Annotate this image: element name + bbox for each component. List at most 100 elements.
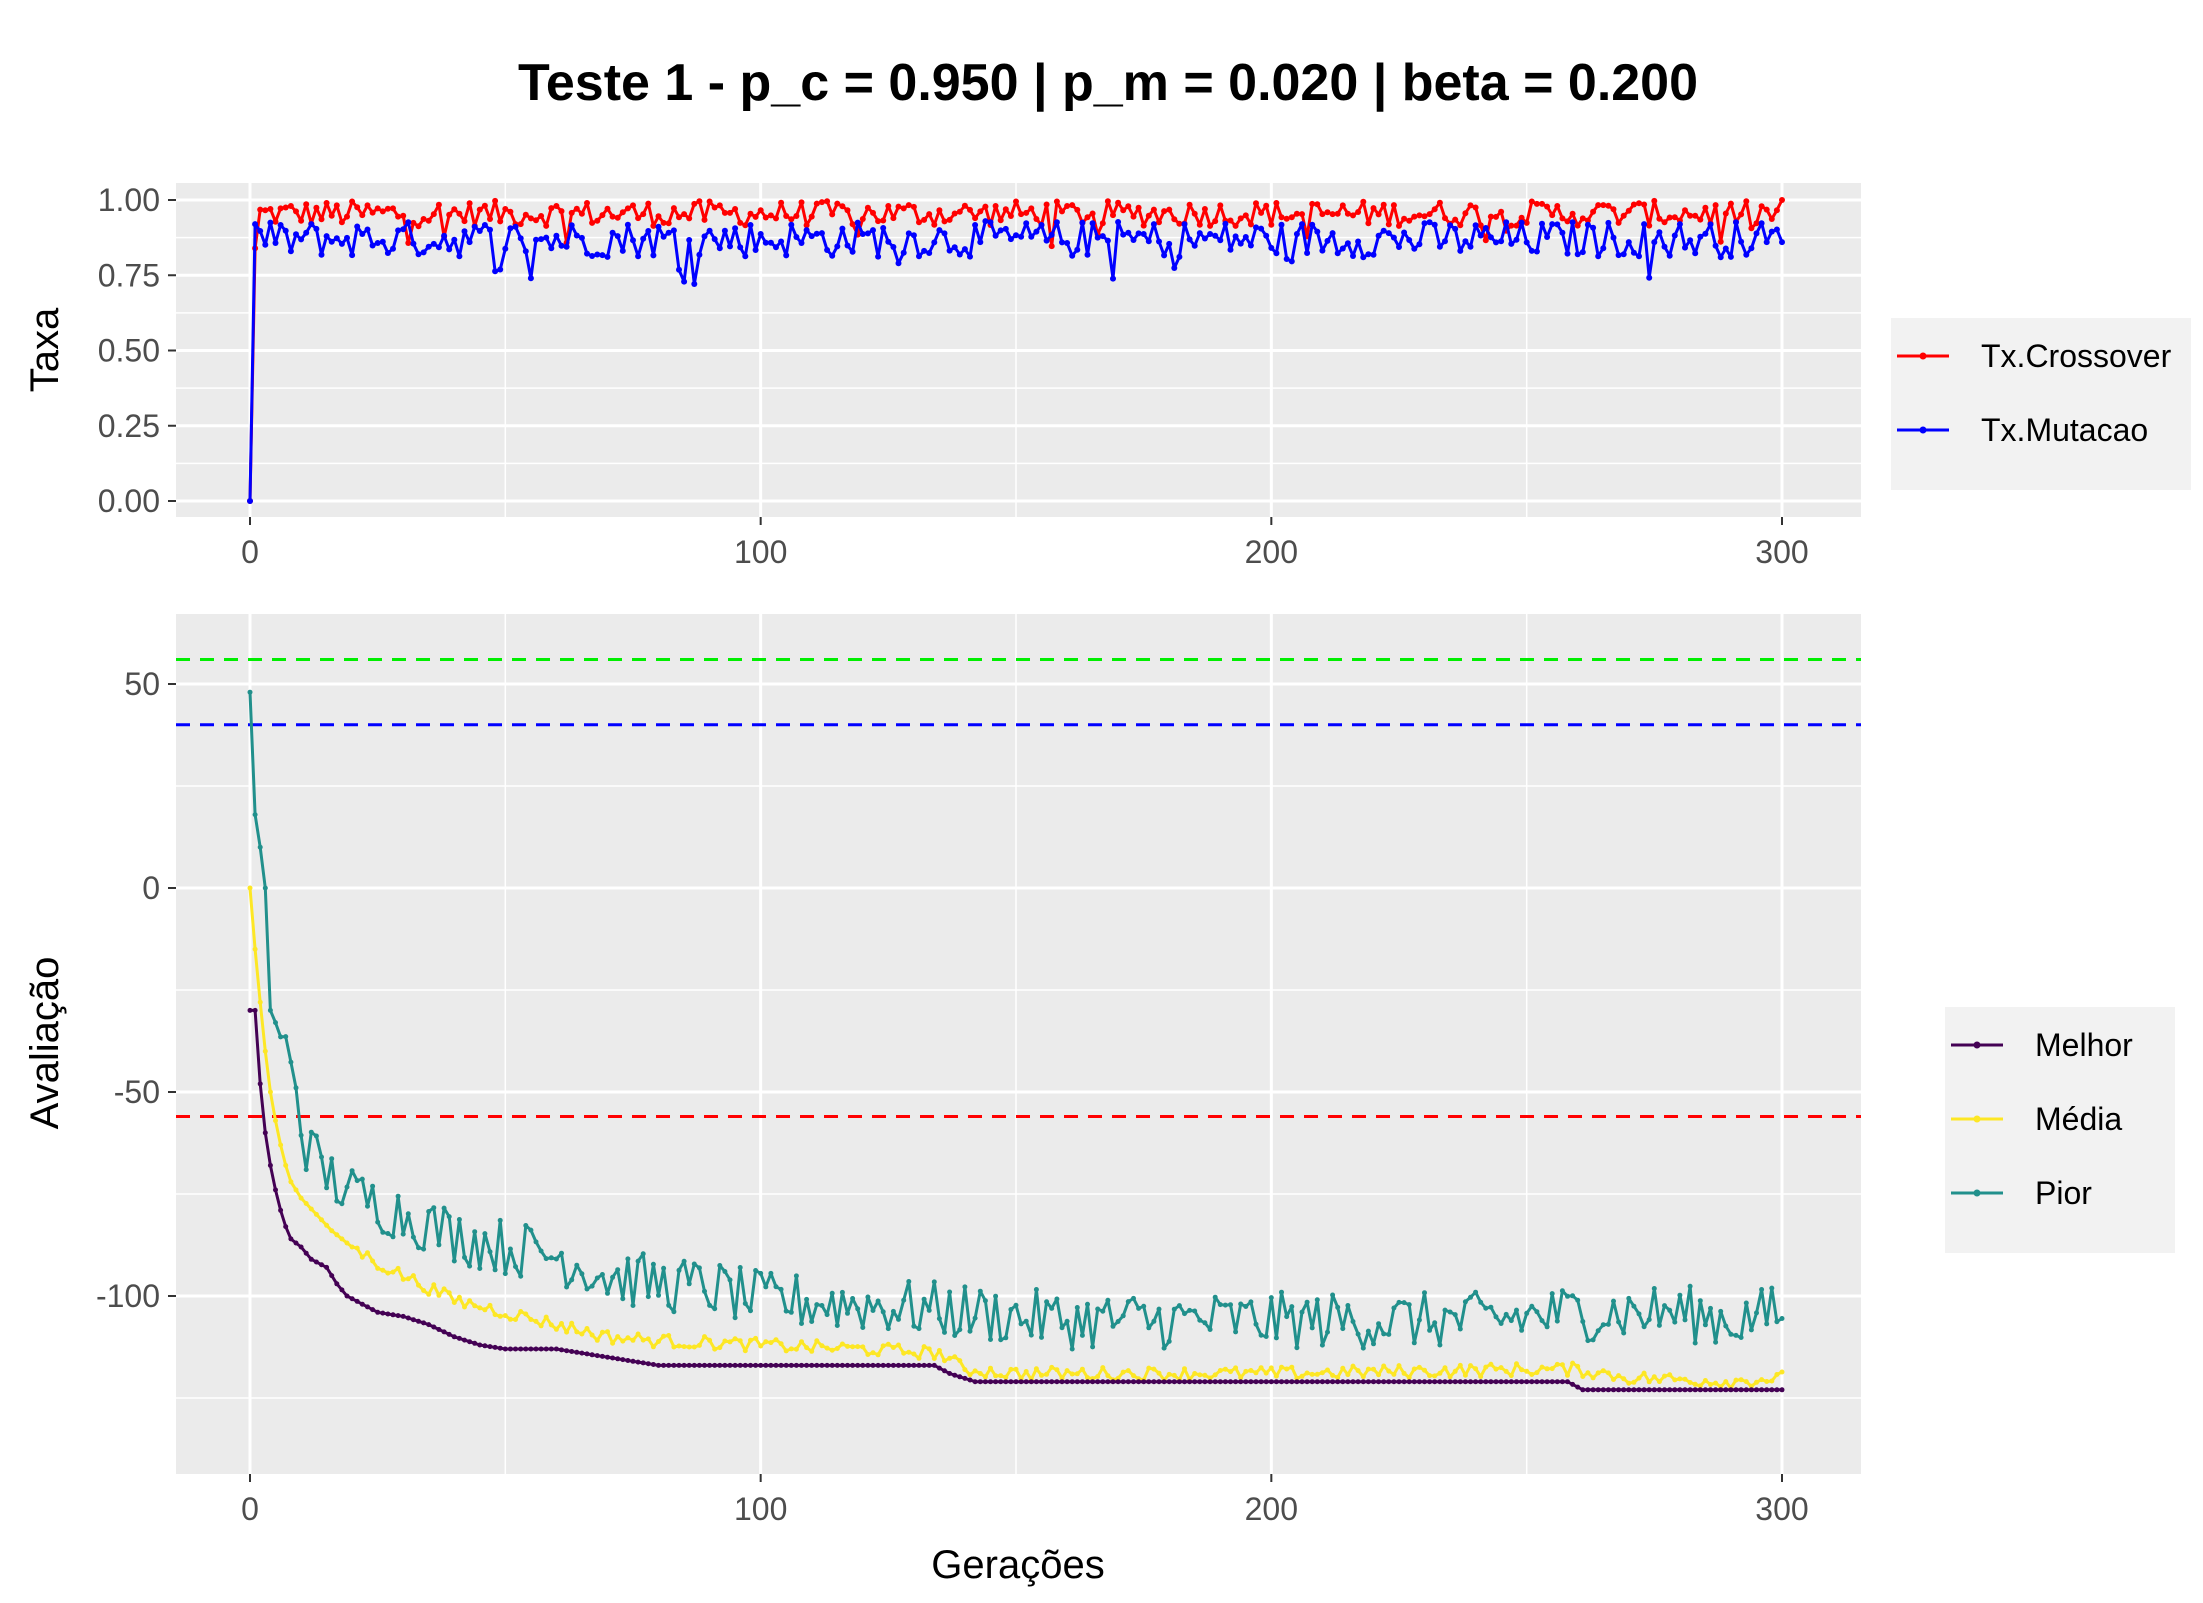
data-point (431, 1282, 437, 1288)
data-point (1355, 209, 1362, 215)
data-point (1426, 219, 1433, 226)
data-point (436, 1327, 442, 1332)
data-point (430, 211, 437, 218)
data-point (885, 1341, 891, 1347)
data-point (1197, 1372, 1203, 1378)
data-point (859, 216, 866, 222)
data-point (1115, 1319, 1121, 1324)
data-point (993, 1373, 999, 1379)
data-point (1064, 203, 1071, 209)
data-point (1682, 1317, 1688, 1323)
data-point (799, 1339, 804, 1345)
data-point (287, 203, 294, 209)
data-point (1625, 239, 1632, 246)
data-point (319, 1262, 324, 1268)
data-point (548, 1255, 554, 1261)
data-point (1713, 1387, 1719, 1393)
data-point (1201, 235, 1208, 242)
data-point (334, 1198, 340, 1204)
data-point (533, 236, 539, 243)
data-point (737, 244, 744, 251)
data-point (492, 197, 499, 204)
data-point (788, 221, 795, 228)
data-point (850, 1296, 856, 1301)
data-point (808, 233, 815, 240)
data-point (273, 1020, 278, 1026)
data-point (1237, 240, 1244, 247)
data-point (747, 222, 754, 228)
data-point (1033, 1379, 1039, 1385)
data-point (1095, 1379, 1101, 1385)
data-point (901, 1350, 907, 1356)
data-point (293, 231, 299, 238)
data-point (1227, 246, 1234, 253)
data-point (778, 238, 785, 245)
data-point (589, 253, 596, 259)
legend-key-point (1919, 426, 1927, 434)
data-point (1508, 1318, 1514, 1324)
data-point (1671, 232, 1678, 239)
data-point (1529, 1372, 1535, 1377)
data-point (620, 1296, 626, 1302)
data-point (921, 1344, 927, 1350)
data-point (1059, 1375, 1065, 1381)
data-point (829, 1362, 835, 1368)
data-point (308, 1256, 314, 1262)
data-point (416, 1318, 421, 1324)
data-point (374, 205, 381, 212)
data-point (707, 1302, 713, 1308)
data-point (696, 1342, 702, 1348)
data-point (1636, 1387, 1642, 1393)
data-point (768, 1270, 774, 1276)
data-point (850, 1362, 856, 1368)
data-point (773, 1362, 779, 1368)
data-point (1524, 1368, 1530, 1374)
data-point (753, 1268, 759, 1273)
data-point (1233, 1379, 1239, 1385)
data-point (671, 1362, 677, 1368)
data-point (1381, 1363, 1387, 1369)
data-point (1099, 233, 1106, 240)
data-point (1350, 1319, 1356, 1324)
data-point (753, 1362, 759, 1368)
data-point (1171, 216, 1178, 223)
panel-avaliacao-background (176, 614, 1861, 1474)
data-point (855, 1362, 861, 1368)
data-point (1416, 1317, 1422, 1323)
data-point (1273, 250, 1280, 257)
data-point (472, 1303, 478, 1309)
data-point (798, 240, 805, 246)
data-point (405, 219, 412, 226)
data-point (1304, 1299, 1310, 1305)
data-point (298, 1132, 304, 1138)
data-point (998, 1379, 1004, 1385)
data-point (252, 221, 259, 228)
data-point (997, 217, 1004, 224)
data-point (901, 1362, 907, 1368)
data-point (670, 227, 677, 234)
data-point (1156, 219, 1162, 226)
data-point (502, 206, 509, 212)
data-point (1094, 234, 1101, 241)
data-point (951, 210, 958, 217)
data-point (1580, 1319, 1586, 1324)
data-point (359, 1176, 365, 1182)
data-point (384, 205, 391, 212)
data-point (303, 1250, 309, 1256)
data-point (1692, 1381, 1698, 1387)
data-point (645, 200, 652, 207)
data-point (808, 213, 815, 220)
data-point (961, 202, 968, 209)
data-point (1049, 1379, 1055, 1385)
data-point (543, 1346, 549, 1352)
data-point (640, 1251, 646, 1257)
data-point (1054, 1296, 1060, 1302)
data-point (896, 1362, 901, 1368)
data-point (757, 231, 764, 237)
data-point (1028, 1332, 1034, 1338)
data-point (676, 214, 682, 221)
data-point (1442, 1379, 1448, 1385)
data-point (283, 1034, 289, 1040)
data-point (956, 208, 963, 215)
data-point (758, 1270, 764, 1276)
